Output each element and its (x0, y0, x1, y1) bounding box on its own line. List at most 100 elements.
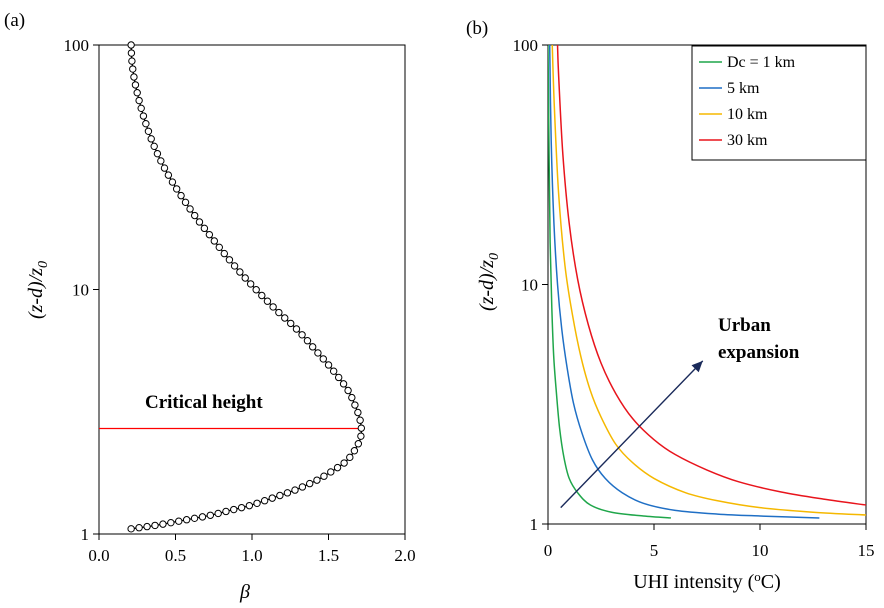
panel-a-marker (333, 463, 342, 472)
panel-b-x-title: UHI intensity (oC) (633, 569, 781, 593)
panel-a-marker (186, 205, 194, 213)
legend-label-3: 10 km (727, 106, 768, 123)
panel-a-marker (153, 149, 162, 158)
panel-a-marker (292, 325, 301, 333)
panel-a-marker (175, 517, 183, 525)
panel-a-marker (230, 262, 239, 270)
panel-a-marker (129, 65, 137, 73)
panel-a-marker (283, 489, 292, 497)
panel-a-marker (225, 256, 234, 264)
panel-a-marker (182, 516, 191, 524)
panel-a-marker (260, 497, 269, 505)
panel-a-marker (127, 41, 135, 49)
panel-a-marker (354, 408, 362, 417)
panel-a-marker (313, 476, 321, 484)
panel-b-label: (b) (466, 18, 488, 39)
panel-a-marker (127, 49, 136, 57)
panel-a-marker (137, 104, 145, 113)
panel-b-x-tick-label: 10 (752, 541, 769, 560)
panel-a-marker (357, 424, 366, 432)
panel-a-marker (230, 505, 238, 514)
urban-label: Urban (718, 315, 771, 336)
panel-a-marker (168, 178, 177, 186)
panel-a-marker (133, 89, 141, 97)
panel-a-marker (131, 81, 140, 89)
panel-b-x-ticks: 0 5 10 15 (544, 524, 875, 560)
panel-a-marker (350, 447, 359, 455)
panel-a-marker (222, 507, 230, 516)
panel-a-marker (319, 355, 327, 363)
panel-a-marker (205, 230, 214, 239)
legend-label-1: Dc = 1 km (727, 54, 796, 71)
panel-a-marker (253, 499, 261, 507)
panel-a-marker (305, 479, 314, 488)
panel-a-marker (344, 386, 352, 395)
panel-a-marker (195, 218, 204, 226)
panel-a-marker (320, 472, 328, 480)
panel-a-marker (139, 112, 148, 120)
panel-a-marker (245, 501, 254, 510)
panel-a-marker (287, 319, 295, 328)
panel-a-x-tick-label: 0.5 (165, 546, 186, 565)
arrow-shaft (560, 360, 704, 509)
panel-a-marker (236, 268, 244, 276)
panel-a-marker (215, 243, 223, 252)
panel-a-marker (348, 393, 356, 402)
panel-a-marker (340, 459, 348, 467)
panel-a-marker (172, 185, 181, 193)
panel-a-y-tick-label: 10 (72, 281, 89, 300)
panel-a-marker (135, 524, 143, 532)
panel-a-marker (241, 274, 249, 282)
panel-a-marker (354, 440, 363, 448)
panel-a-label: (a) (4, 10, 25, 31)
panel-a-curve (130, 44, 363, 530)
panel-b: (b) 0 5 10 15 1 10 100 Urban expansion Dc = 1… (466, 18, 875, 593)
panel-b-y-title: (z-d)/z0 (476, 253, 502, 311)
panel-a-marker (130, 73, 138, 81)
panel-a-marker (263, 297, 272, 305)
panel-b-y-tick-label: 100 (513, 36, 539, 55)
panel-a-marker (281, 314, 289, 322)
panel-a-x-tick-label: 0.0 (88, 546, 109, 565)
panel-b-series-line-4 (556, 45, 866, 506)
panel-a: (a) 0.0 0.5 1.0 1.5 2.0 1 10 100 Critical heig… (4, 10, 416, 603)
panel-a-marker (324, 361, 333, 369)
panel-a-x-tick-label: 1.5 (318, 546, 339, 565)
urban-expansion-arrow (560, 360, 704, 509)
panel-b-y-ticks: 1 10 100 (513, 36, 548, 534)
panel-a-marker (190, 514, 199, 523)
panel-a-marker (214, 509, 222, 518)
panel-a-marker (252, 286, 260, 294)
panel-b-series-line-3 (551, 45, 866, 516)
panel-a-marker (164, 171, 173, 179)
panel-a-marker (128, 57, 136, 65)
panel-b-series-line-2 (548, 45, 820, 519)
panel-a-marker (147, 135, 155, 143)
panel-a-marker (206, 511, 215, 519)
panel-b-x-tick-label: 0 (544, 541, 553, 560)
panel-a-marker (210, 237, 219, 245)
legend-box (691, 45, 867, 161)
panel-a-marker (351, 401, 359, 409)
expansion-label: expansion (718, 342, 800, 363)
panel-b-series (548, 45, 866, 519)
panel-b-legend: Dc = 1 km 5 km 10 km 30 km (691, 45, 867, 161)
panel-a-marker (190, 211, 199, 220)
panel-a-marker (135, 96, 143, 105)
panel-a-x-title: β (239, 581, 250, 603)
panel-a-marker (356, 416, 364, 424)
panel-a-marker (150, 142, 158, 151)
panel-a-marker (298, 331, 306, 339)
panel-a-marker (275, 308, 283, 317)
panel-a-x-ticks: 0.0 0.5 1.0 1.5 2.0 (88, 534, 416, 565)
panel-a-marker (308, 343, 317, 351)
panel-a-markers (127, 41, 366, 533)
panel-a-marker (237, 503, 246, 512)
panel-a-marker (177, 191, 185, 200)
panel-a-marker (144, 127, 153, 135)
panel-a-y-tick-label: 100 (64, 36, 90, 55)
panel-b-y-tick-label: 1 (530, 515, 539, 534)
panel-a-y-ticks: 1 10 100 (64, 36, 99, 544)
panel-a-marker (276, 491, 284, 500)
